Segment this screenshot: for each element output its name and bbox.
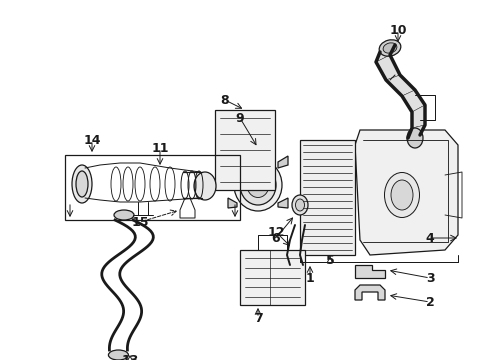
Polygon shape [355,130,458,255]
Text: 6: 6 [271,231,280,244]
Ellipse shape [383,43,397,53]
Polygon shape [376,45,395,62]
Text: 7: 7 [254,311,262,324]
Ellipse shape [114,210,134,220]
Ellipse shape [247,172,269,198]
Bar [300,140,355,255]
Polygon shape [228,198,237,208]
Text: 13: 13 [122,354,139,360]
Polygon shape [278,156,288,168]
Text: 12: 12 [267,225,285,238]
Text: 14: 14 [83,134,101,147]
Text: 11: 11 [151,141,169,154]
Ellipse shape [234,159,282,211]
Ellipse shape [295,199,304,211]
Text: 8: 8 [220,94,229,107]
Text: 2: 2 [426,296,434,309]
Text: 10: 10 [389,23,407,36]
Polygon shape [376,55,400,80]
Polygon shape [408,125,425,138]
Text: 1: 1 [306,271,315,284]
Bar [240,250,305,305]
Polygon shape [402,90,425,112]
Polygon shape [278,198,288,208]
Ellipse shape [292,195,308,215]
Ellipse shape [194,172,216,200]
Polygon shape [412,105,425,128]
Text: 15: 15 [131,216,149,229]
Bar [65,155,240,220]
Bar [215,110,275,190]
Ellipse shape [379,40,401,56]
Text: 3: 3 [426,271,434,284]
Text: 9: 9 [236,112,245,125]
Polygon shape [355,265,385,278]
Ellipse shape [291,261,303,269]
Ellipse shape [76,171,88,197]
Polygon shape [355,285,385,300]
Ellipse shape [72,165,92,203]
Text: 4: 4 [426,231,434,244]
Ellipse shape [108,350,128,360]
Ellipse shape [240,165,276,205]
Polygon shape [386,75,415,96]
Text: 5: 5 [326,253,334,266]
Ellipse shape [385,172,419,217]
Ellipse shape [391,180,413,210]
Polygon shape [228,156,237,168]
Ellipse shape [407,128,423,148]
